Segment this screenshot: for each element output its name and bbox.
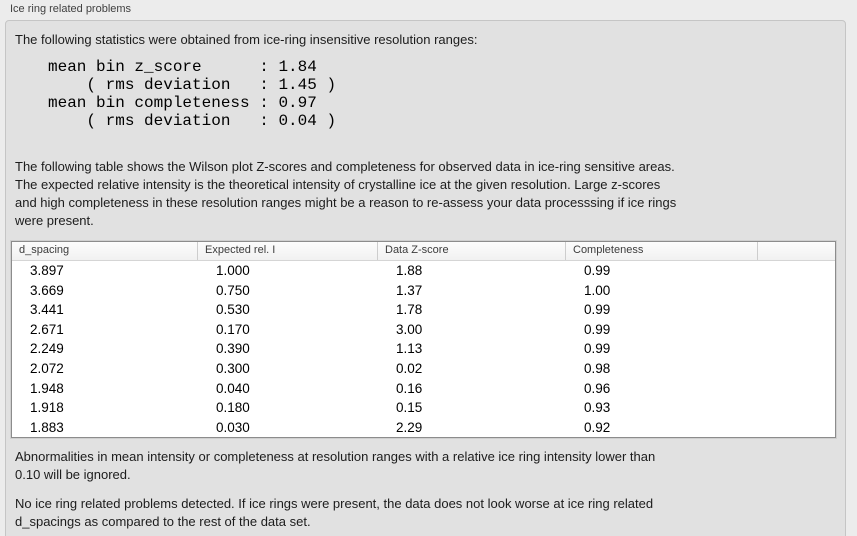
table-cell: 0.98 bbox=[584, 360, 611, 376]
table-cell-filler bbox=[758, 379, 835, 399]
table-row[interactable]: 1.883 0.030 2.29 0.92 bbox=[12, 417, 835, 438]
table-cell: 2.072 bbox=[30, 360, 64, 376]
table-cell: 0.16 bbox=[396, 380, 423, 396]
table-cell: 3.00 bbox=[396, 321, 423, 337]
table-cell: 0.530 bbox=[216, 302, 250, 318]
table-cell-filler bbox=[758, 418, 835, 438]
table-body: 3.897 1.000 1.88 0.99 3.669 0.750 1.37 1.00 3.44… bbox=[12, 261, 835, 438]
table-cell: 0.030 bbox=[216, 419, 250, 435]
table-row[interactable]: 1.948 0.040 0.16 0.96 bbox=[12, 378, 835, 399]
table-cell: 0.180 bbox=[216, 400, 250, 416]
table-cell: 0.92 bbox=[584, 419, 611, 435]
table-cell: 1.918 bbox=[30, 400, 64, 416]
table-row[interactable]: 3.441 0.530 1.78 0.99 bbox=[12, 300, 835, 320]
table-cell: 0.99 bbox=[584, 321, 611, 337]
table-header-row: d_spacing Expected rel. I Data Z-score C… bbox=[12, 242, 835, 261]
column-header-expected-rel-i[interactable]: Expected rel. I bbox=[198, 242, 378, 260]
table-cell-filler bbox=[758, 320, 835, 340]
table-cell: 0.93 bbox=[584, 400, 611, 416]
table-cell-filler bbox=[758, 261, 835, 281]
table-cell: 0.02 bbox=[396, 360, 423, 376]
table-row[interactable]: 1.918 0.180 0.15 0.93 bbox=[12, 398, 835, 418]
ice-ring-table: d_spacing Expected rel. I Data Z-score C… bbox=[11, 241, 836, 439]
column-header-data-z-score[interactable]: Data Z-score bbox=[378, 242, 566, 260]
table-row[interactable]: 2.671 0.170 3.00 0.99 bbox=[12, 319, 835, 340]
column-header-completeness[interactable]: Completeness bbox=[566, 242, 758, 260]
ice-ring-groupbox: The following statistics were obtained f… bbox=[5, 20, 846, 536]
table-cell: 2.29 bbox=[396, 419, 423, 435]
table-cell: 3.897 bbox=[30, 263, 64, 278]
table-row[interactable]: 3.897 1.000 1.88 0.99 bbox=[12, 261, 835, 281]
table-cell: 0.99 bbox=[584, 341, 611, 357]
table-cell: 0.99 bbox=[584, 263, 611, 278]
table-cell: 2.249 bbox=[30, 341, 64, 357]
table-cell: 0.170 bbox=[216, 321, 250, 337]
panel-title: Ice ring related problems bbox=[10, 3, 132, 15]
table-cell: 1.13 bbox=[396, 341, 423, 357]
table-row[interactable]: 2.072 0.300 0.02 0.98 bbox=[12, 358, 835, 379]
table-cell: 1.948 bbox=[30, 380, 64, 396]
table-cell: 0.96 bbox=[584, 380, 611, 396]
table-cell: 1.00 bbox=[584, 282, 611, 298]
table-cell: 1.883 bbox=[30, 419, 64, 435]
intro-text: The following statistics were obtained f… bbox=[15, 32, 478, 47]
table-cell: 0.750 bbox=[216, 282, 250, 298]
table-cell: 1.88 bbox=[396, 263, 423, 278]
table-cell-filler bbox=[758, 339, 835, 359]
table-description-text: The following table shows the Wilson plo… bbox=[15, 159, 677, 228]
table-cell: 3.441 bbox=[30, 302, 64, 318]
table-cell: 1.000 bbox=[216, 263, 250, 278]
table-cell: 0.15 bbox=[396, 400, 423, 416]
table-cell-filler bbox=[758, 359, 835, 379]
table-row[interactable]: 2.249 0.390 1.13 0.99 bbox=[12, 339, 835, 359]
table-cell-filler bbox=[758, 398, 835, 418]
column-header-d-spacing[interactable]: d_spacing bbox=[12, 242, 198, 260]
conclusion-text: No ice ring related problems detected. I… bbox=[15, 496, 654, 530]
table-cell: 0.390 bbox=[216, 341, 250, 357]
table-cell: 3.669 bbox=[30, 282, 64, 298]
column-header-filler bbox=[758, 242, 835, 260]
table-cell: 0.300 bbox=[216, 360, 250, 376]
ignore-note-text: Abnormalities in mean intensity or compl… bbox=[15, 449, 656, 483]
table-row[interactable]: 3.669 0.750 1.37 1.00 bbox=[12, 280, 835, 301]
stats-block: mean bin z_score : 1.84 ( rms deviation … bbox=[48, 58, 337, 130]
table-cell: 1.37 bbox=[396, 282, 423, 298]
table-cell: 2.671 bbox=[30, 321, 64, 337]
table-cell-filler bbox=[758, 300, 835, 320]
table-cell: 1.78 bbox=[396, 302, 423, 318]
table-cell: 0.040 bbox=[216, 380, 250, 396]
table-cell-filler bbox=[758, 281, 835, 301]
table-cell: 0.99 bbox=[584, 302, 611, 318]
